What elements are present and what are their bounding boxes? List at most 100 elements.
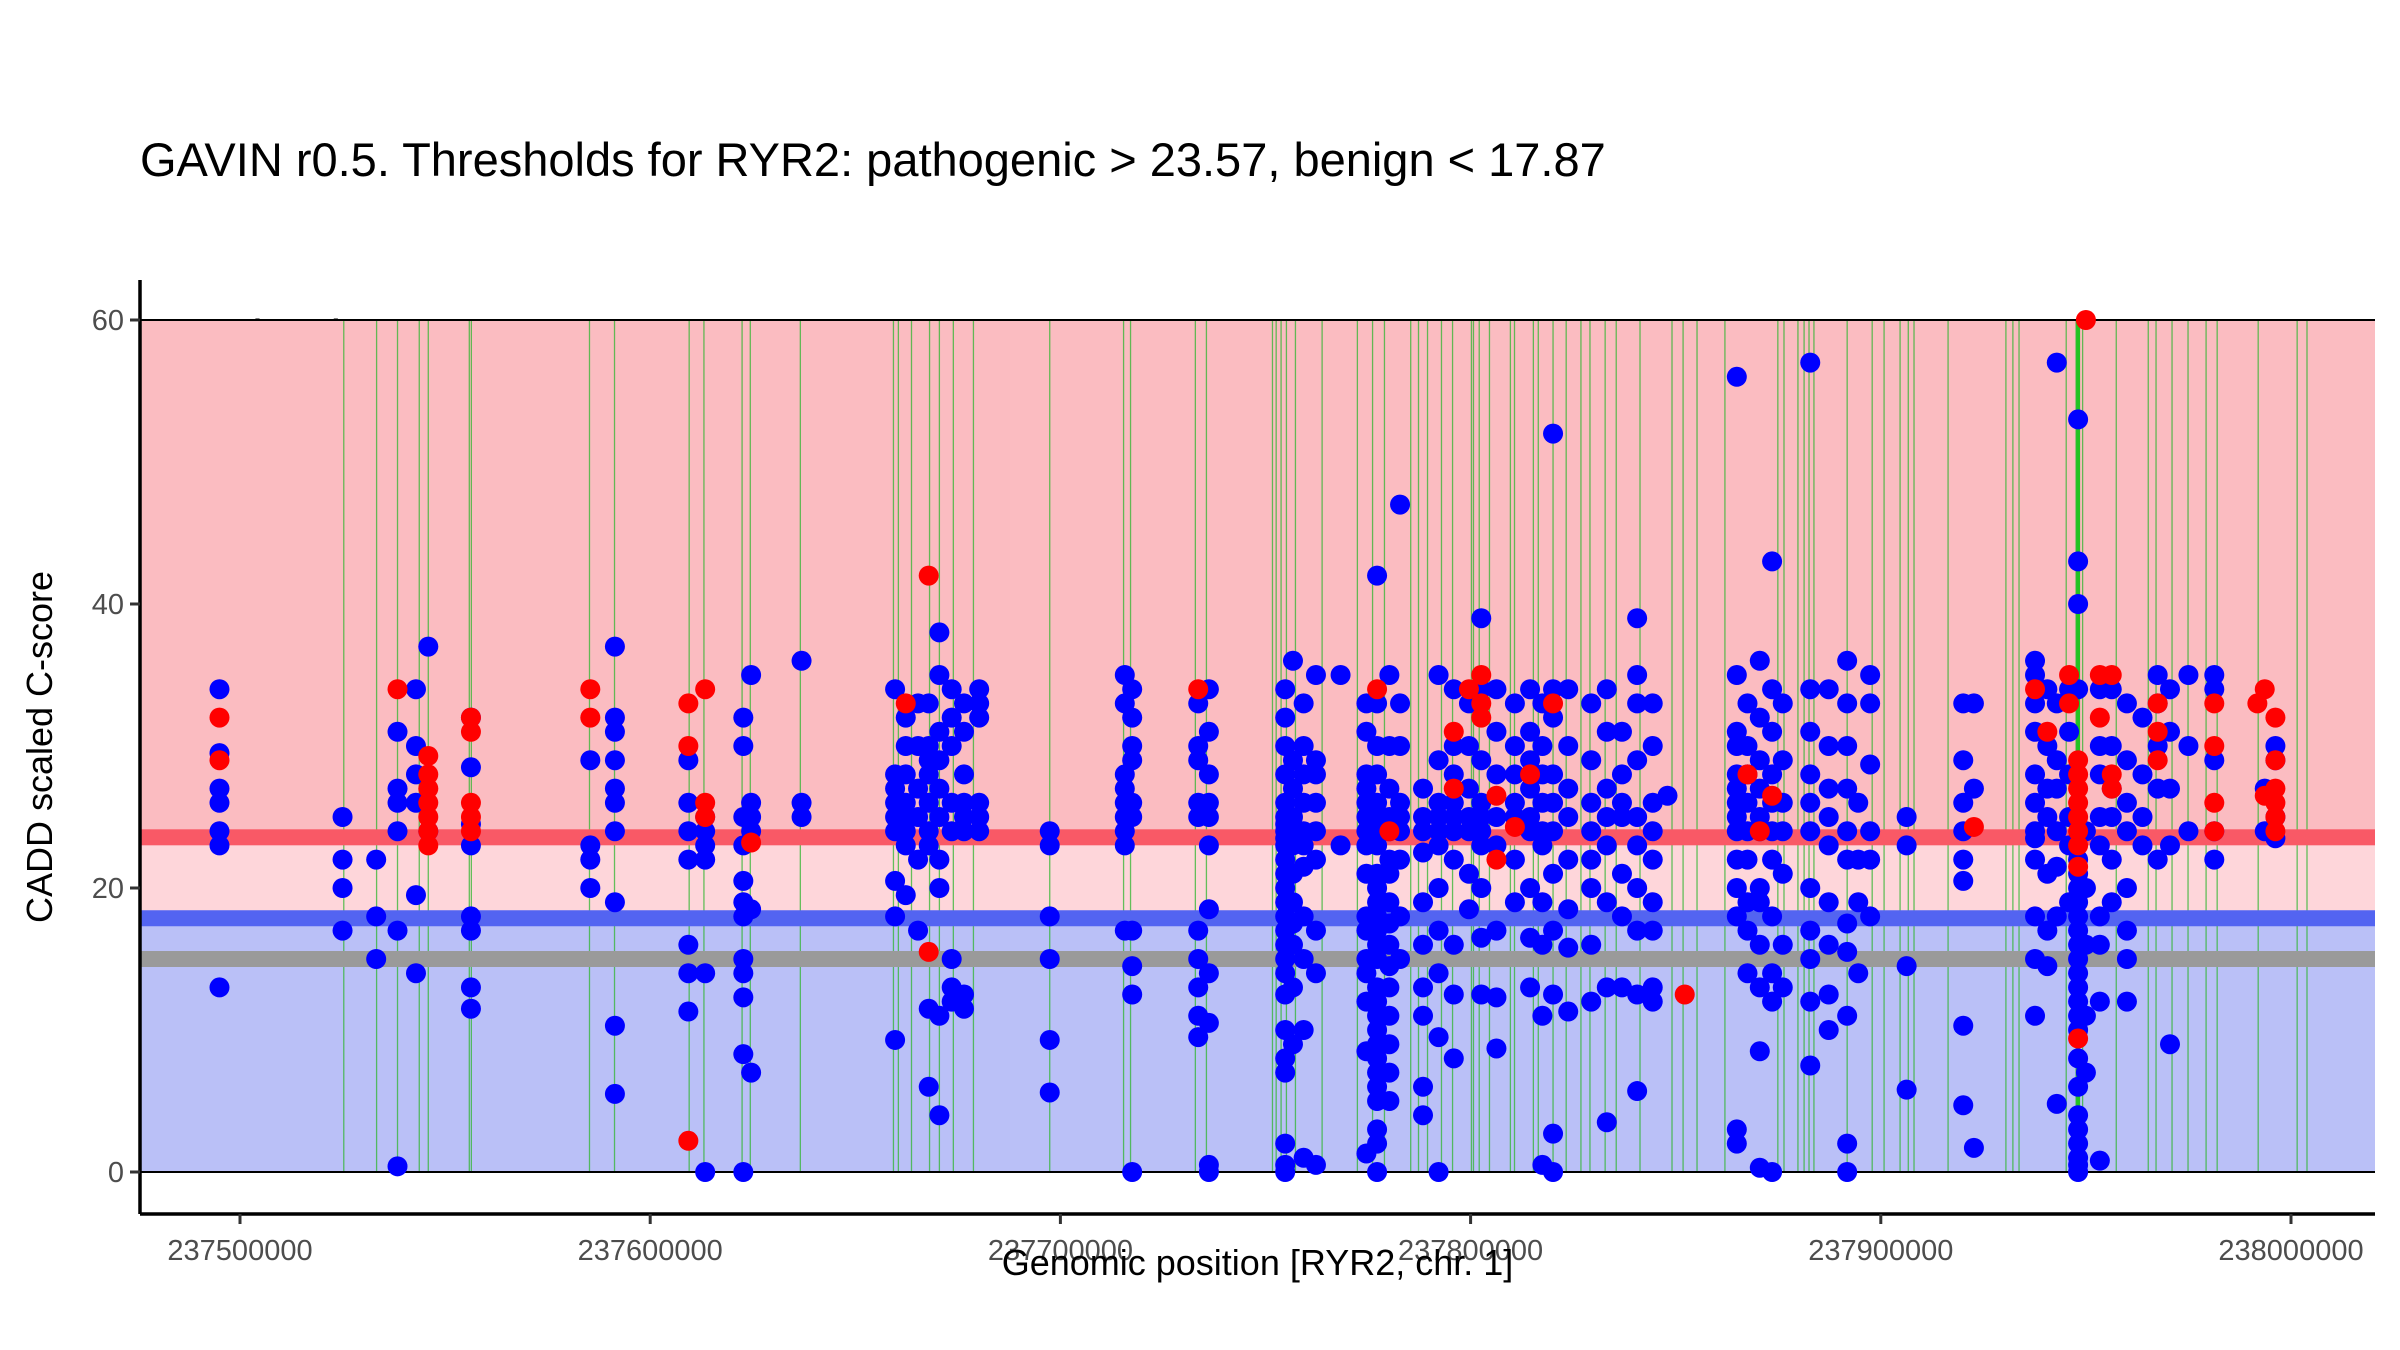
gnomad-point — [1504, 892, 1525, 913]
gnomad-point — [1198, 963, 1219, 984]
gnomad-point — [1543, 423, 1564, 444]
clinvar-point — [2068, 821, 2089, 842]
gnomad-point — [387, 821, 408, 842]
gnomad-point — [918, 693, 939, 714]
clinvar-point — [2254, 679, 2275, 700]
gnomad-point — [1848, 892, 1869, 913]
gnomad-point — [1860, 849, 1881, 870]
gnomad-point — [1379, 778, 1400, 799]
gnomad-point — [791, 792, 812, 813]
clinvar-point — [2068, 778, 2089, 799]
pathogenic-zone-band — [140, 320, 2375, 838]
gnomad-point — [1504, 764, 1525, 785]
gnomad-point — [733, 870, 754, 891]
gnomad-point — [1800, 764, 1821, 785]
gnomad-point — [1800, 878, 1821, 898]
gnomad-point — [1800, 949, 1821, 969]
gnomad-point — [2116, 949, 2137, 969]
gnomad-point — [2204, 665, 2225, 685]
gnomad-point — [954, 821, 975, 842]
gnomad-point — [1558, 778, 1579, 799]
gnomad-point — [1749, 807, 1770, 827]
gnomad-point — [1963, 778, 1984, 799]
gnomad-point — [895, 821, 916, 842]
clinvar-point — [1674, 984, 1695, 1005]
gnomad-point — [695, 849, 716, 870]
clinvar-point — [2068, 835, 2089, 856]
gnomad-point — [2101, 892, 2122, 913]
gnomad-point — [1642, 736, 1663, 756]
gnomad-point — [885, 778, 906, 799]
gnomad-point — [1581, 693, 1602, 714]
gnomad-point — [1367, 693, 1388, 714]
gnomad-point — [1471, 807, 1492, 827]
gnomad-point — [1367, 1162, 1388, 1182]
gnomad-point — [1762, 991, 1783, 1012]
gnomad-point — [1188, 1027, 1209, 1048]
clinvar-point — [387, 679, 408, 700]
gnomad-point — [1726, 906, 1747, 927]
gnomad-point — [1772, 750, 1793, 771]
gnomad-point — [733, 1044, 754, 1065]
gnomad-point — [918, 764, 939, 785]
clinvar-point — [1471, 707, 1492, 728]
gnomad-point — [1543, 707, 1564, 728]
gnomad-point — [387, 920, 408, 941]
clinvar-point — [1443, 721, 1464, 742]
gnomad-point — [929, 750, 950, 771]
gnomad-point — [733, 736, 754, 756]
gnomad-point — [1293, 736, 1314, 756]
gnomad-point — [2025, 764, 2046, 785]
gnomad-point — [908, 920, 929, 941]
clinvar-point — [2147, 750, 2168, 771]
gnomad-point — [1726, 721, 1747, 742]
gnomad-point — [1356, 778, 1377, 799]
gnomad-point — [1379, 665, 1400, 685]
gnomad-point — [1122, 984, 1143, 1005]
gnomad-point — [2147, 849, 2168, 870]
gnomad-point — [2089, 835, 2110, 856]
clinvar-point — [678, 693, 699, 714]
gnomad-point — [1953, 1095, 1974, 1116]
gnomad-point — [1737, 792, 1758, 813]
clinvar-point — [418, 745, 439, 766]
gnomad-point — [460, 998, 481, 1019]
gnomad-point — [1198, 764, 1219, 785]
clinvar-point — [2101, 665, 2122, 685]
gnomad-point — [954, 807, 975, 827]
clinvar-point — [2204, 693, 2225, 714]
gnomad-point — [580, 835, 601, 856]
gnomad-point — [1558, 679, 1579, 700]
gnomad-point — [941, 736, 962, 756]
clinvar-point — [1486, 849, 1507, 870]
gnomad-point — [1305, 849, 1326, 870]
gnomad-point — [2025, 650, 2046, 671]
gnomad-point — [2089, 1150, 2110, 1171]
gnomad-point — [733, 1162, 754, 1182]
gnomad-point — [1860, 754, 1881, 775]
x-ticks: 237500000 237600000 237700000 237800000 2379… — [167, 1214, 2364, 1267]
gnomad-point — [1837, 1005, 1858, 1026]
gnomad-point — [1198, 807, 1219, 827]
gnomad-point — [1860, 906, 1881, 927]
gnomad-point — [1532, 736, 1553, 756]
gnomad-point — [1642, 892, 1663, 913]
gnomad-point — [2132, 807, 2153, 827]
gnomad-point — [1305, 792, 1326, 813]
gnomad-point — [1581, 849, 1602, 870]
gnomad-point — [2068, 1162, 2089, 1182]
gnomad-point — [580, 750, 601, 771]
clinvar-point — [1471, 665, 1492, 685]
clinvar-point — [2089, 707, 2110, 728]
gnomad-point — [1800, 821, 1821, 842]
gnomad-point — [1520, 778, 1541, 799]
x-tick-label: 238000000 — [2218, 1235, 2363, 1267]
gnomad-point — [929, 1005, 950, 1026]
gnomad-point — [695, 821, 716, 842]
clinvar-point — [1520, 764, 1541, 785]
gnomad-point — [733, 707, 754, 728]
gnomad-point — [1122, 679, 1143, 700]
gnomad-point — [1282, 807, 1303, 827]
gnomad-point — [1749, 650, 1770, 671]
gnomad-point — [1428, 1027, 1449, 1048]
